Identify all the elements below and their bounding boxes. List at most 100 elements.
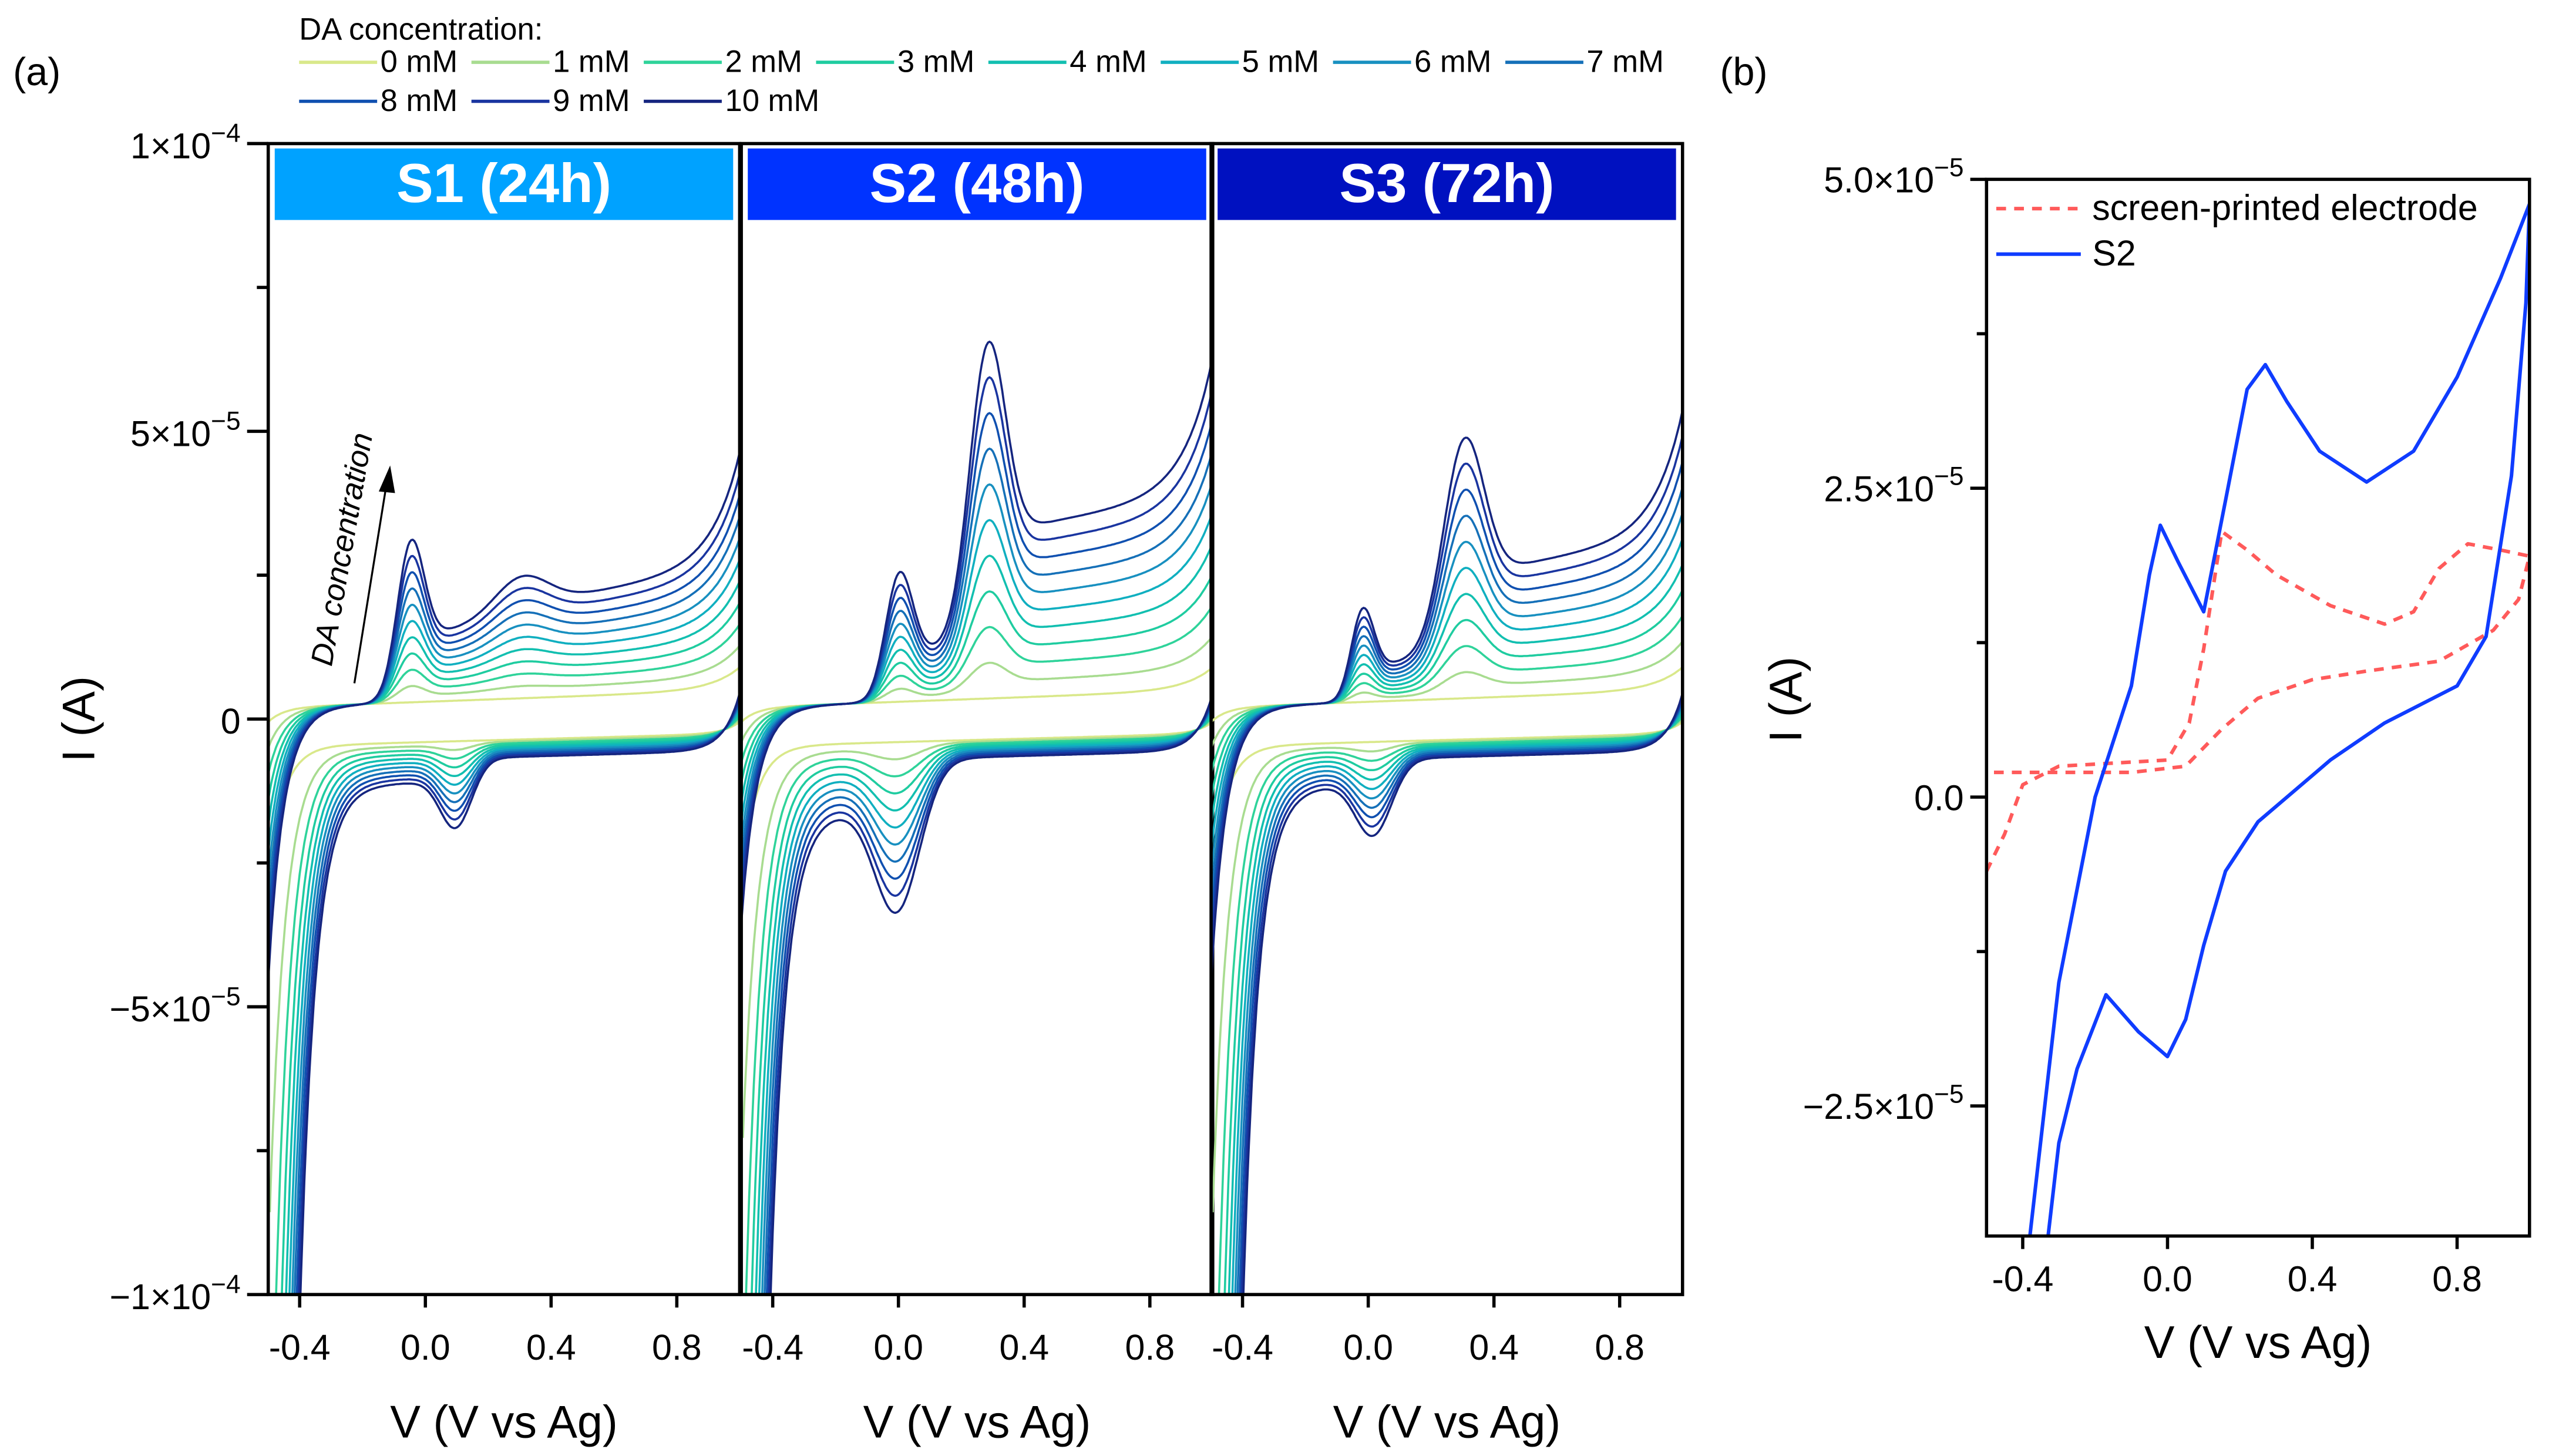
x-tick-label: -0.4 bbox=[1992, 1259, 2053, 1299]
cv-curve-6-mM bbox=[268, 538, 740, 1295]
y-tick-label: 0.0 bbox=[1914, 778, 1964, 818]
y-axis-label: I (A) bbox=[54, 676, 105, 762]
x-axis-label: V (V vs Ag) bbox=[2144, 1317, 2372, 1368]
x-tick-label: -0.4 bbox=[1212, 1327, 1273, 1367]
cv-curve-9-mM bbox=[1211, 436, 1683, 1295]
tick-mantissa: −2.5×10 bbox=[1803, 1087, 1934, 1127]
tick-mantissa: 0.0 bbox=[1914, 778, 1964, 818]
panel-title-banner bbox=[274, 148, 734, 220]
cv-curve-7-mM bbox=[1211, 487, 1683, 1295]
panel-title: S3 (72h) bbox=[1339, 152, 1554, 214]
cv-curve-5-mM bbox=[1211, 538, 1683, 1295]
x-tick-label: 0.8 bbox=[652, 1327, 702, 1367]
panel-b: screen-printed electrodeS25.0×10−52.5×10… bbox=[1761, 153, 2531, 1368]
legend-label: 9 mM bbox=[553, 83, 630, 118]
tick-mantissa: 5×10 bbox=[130, 413, 211, 453]
cv-curve-1-mM bbox=[741, 634, 1213, 1138]
cv-curve-8-mM bbox=[268, 495, 740, 1295]
x-axis-label: V (V vs Ag) bbox=[863, 1397, 1091, 1448]
x-tick-label: 0.4 bbox=[999, 1327, 1049, 1367]
legend-label: S2 bbox=[2092, 233, 2136, 273]
cv-curve-4-mM bbox=[268, 581, 740, 1295]
subpanel-3: S3 (72h) -0.4 0.0 0.4 0.8 V (V vs Ag) bbox=[1209, 142, 1684, 1448]
cv-curve-8-mM bbox=[1211, 461, 1683, 1295]
tick-mantissa: 5.0×10 bbox=[1824, 160, 1934, 200]
tick-mantissa: −1×10 bbox=[109, 1277, 211, 1317]
x-tick-label: 0.4 bbox=[2288, 1259, 2338, 1299]
tick-exponent: −4 bbox=[211, 119, 240, 148]
legend-label: 8 mM bbox=[381, 83, 458, 118]
tick-mantissa: −5×10 bbox=[109, 989, 211, 1029]
cv-curve-2-mM bbox=[741, 603, 1213, 1295]
y-tick-label: 1×10−4 bbox=[130, 119, 241, 166]
x-axis-label: V (V vs Ag) bbox=[390, 1397, 618, 1448]
tick-exponent: −5 bbox=[1934, 1080, 1963, 1108]
cv-curve-9-mM bbox=[268, 473, 740, 1295]
legend-label: 0 mM bbox=[381, 45, 458, 79]
cv-curve-2-mM bbox=[268, 622, 740, 1295]
x-tick-label: -0.4 bbox=[269, 1327, 331, 1367]
cv-curve-5-mM bbox=[268, 559, 740, 1295]
x-tick-label: 0.8 bbox=[1595, 1327, 1645, 1367]
cv-curve-7-mM bbox=[268, 516, 740, 1295]
cv-curve-4-mM bbox=[741, 542, 1213, 1295]
cv-curve-0-mM bbox=[741, 665, 1213, 862]
panel-frame bbox=[1985, 177, 2531, 1238]
x-tick-label: 0.8 bbox=[1125, 1327, 1175, 1367]
series-spe-line bbox=[1986, 529, 2530, 872]
cv-curve-10-mM bbox=[741, 340, 1213, 1295]
panel-a: S1 (24h)-0.4 0.0 0.4 0.8V (V vs Ag)S2 (48h)… bbox=[54, 119, 1684, 1448]
y-tick-label: 2.5×10−5 bbox=[1824, 462, 1963, 509]
tick-mantissa: 2.5×10 bbox=[1824, 469, 1934, 509]
tick-exponent: −4 bbox=[211, 1270, 240, 1299]
annotation-text: DA concentration bbox=[304, 430, 379, 668]
legend-label: 4 mM bbox=[1070, 45, 1146, 79]
panel-frame bbox=[266, 142, 742, 1296]
cv-curve-9-mM bbox=[741, 376, 1213, 1295]
panel-b-label: (b) bbox=[1720, 51, 1767, 94]
cv-curve-1-mM bbox=[268, 644, 740, 1212]
legend-label: 1 mM bbox=[553, 45, 630, 79]
x-axis-label: V (V vs Ag) bbox=[1333, 1397, 1561, 1448]
subpanel-2: S2 (48h) -0.4 0.0 0.4 0.8 V (V vs Ag) bbox=[739, 142, 1215, 1448]
y-tick-label: 0 bbox=[221, 701, 241, 741]
panel-title-banner bbox=[748, 148, 1206, 220]
y-tick-label: −2.5×10−5 bbox=[1803, 1080, 1964, 1127]
y-axis-label: I (A) bbox=[1761, 657, 1811, 742]
panel-frame bbox=[1209, 142, 1684, 1296]
series-s2-line bbox=[2028, 202, 2530, 1236]
legend-label: 3 mM bbox=[897, 45, 974, 79]
x-tick-label: -0.4 bbox=[742, 1327, 803, 1367]
cv-curve-10-mM bbox=[268, 452, 740, 1295]
cv-curve-2-mM bbox=[1211, 614, 1683, 1295]
cv-curve-3-mM bbox=[1211, 588, 1683, 1295]
y-tick-label: −5×10−5 bbox=[109, 982, 240, 1029]
curves bbox=[1986, 202, 2530, 1236]
tick-exponent: −5 bbox=[211, 407, 240, 436]
cv-curve-3-mM bbox=[268, 600, 740, 1295]
curves bbox=[268, 452, 740, 1295]
panel-title: S1 (24h) bbox=[396, 152, 611, 214]
tick-mantissa: 1×10 bbox=[130, 126, 211, 166]
legend-label: 6 mM bbox=[1414, 45, 1491, 79]
x-tick-label: 0.0 bbox=[401, 1327, 450, 1367]
x-tick-label: 0.0 bbox=[873, 1327, 923, 1367]
tick-mantissa: 0 bbox=[221, 701, 241, 741]
cv-curve-5-mM bbox=[741, 511, 1213, 1295]
cv-curve-6-mM bbox=[741, 480, 1213, 1295]
legend-label: screen-printed electrode bbox=[2092, 188, 2477, 228]
cv-curve-10-mM bbox=[1211, 410, 1683, 1295]
panel-a-label: (a) bbox=[13, 51, 60, 94]
legend-label: 5 mM bbox=[1242, 45, 1319, 79]
cv-curve-8-mM bbox=[741, 412, 1213, 1295]
legend-a: 0 mM 1 mM 2 mM 3 mM 4 mM 5 mM 6 mM 7 mM 8 mM 9 mM… bbox=[299, 45, 1664, 118]
cv-curve-4-mM bbox=[1211, 564, 1683, 1295]
cv-curve-6-mM bbox=[1211, 513, 1683, 1295]
panel-frame bbox=[739, 142, 1215, 1296]
x-tick-label: 0.4 bbox=[526, 1327, 576, 1367]
arrow-head-icon bbox=[378, 465, 395, 493]
tick-exponent: −5 bbox=[1934, 462, 1963, 491]
annotation-arrow bbox=[353, 481, 388, 684]
curves bbox=[741, 340, 1213, 1295]
